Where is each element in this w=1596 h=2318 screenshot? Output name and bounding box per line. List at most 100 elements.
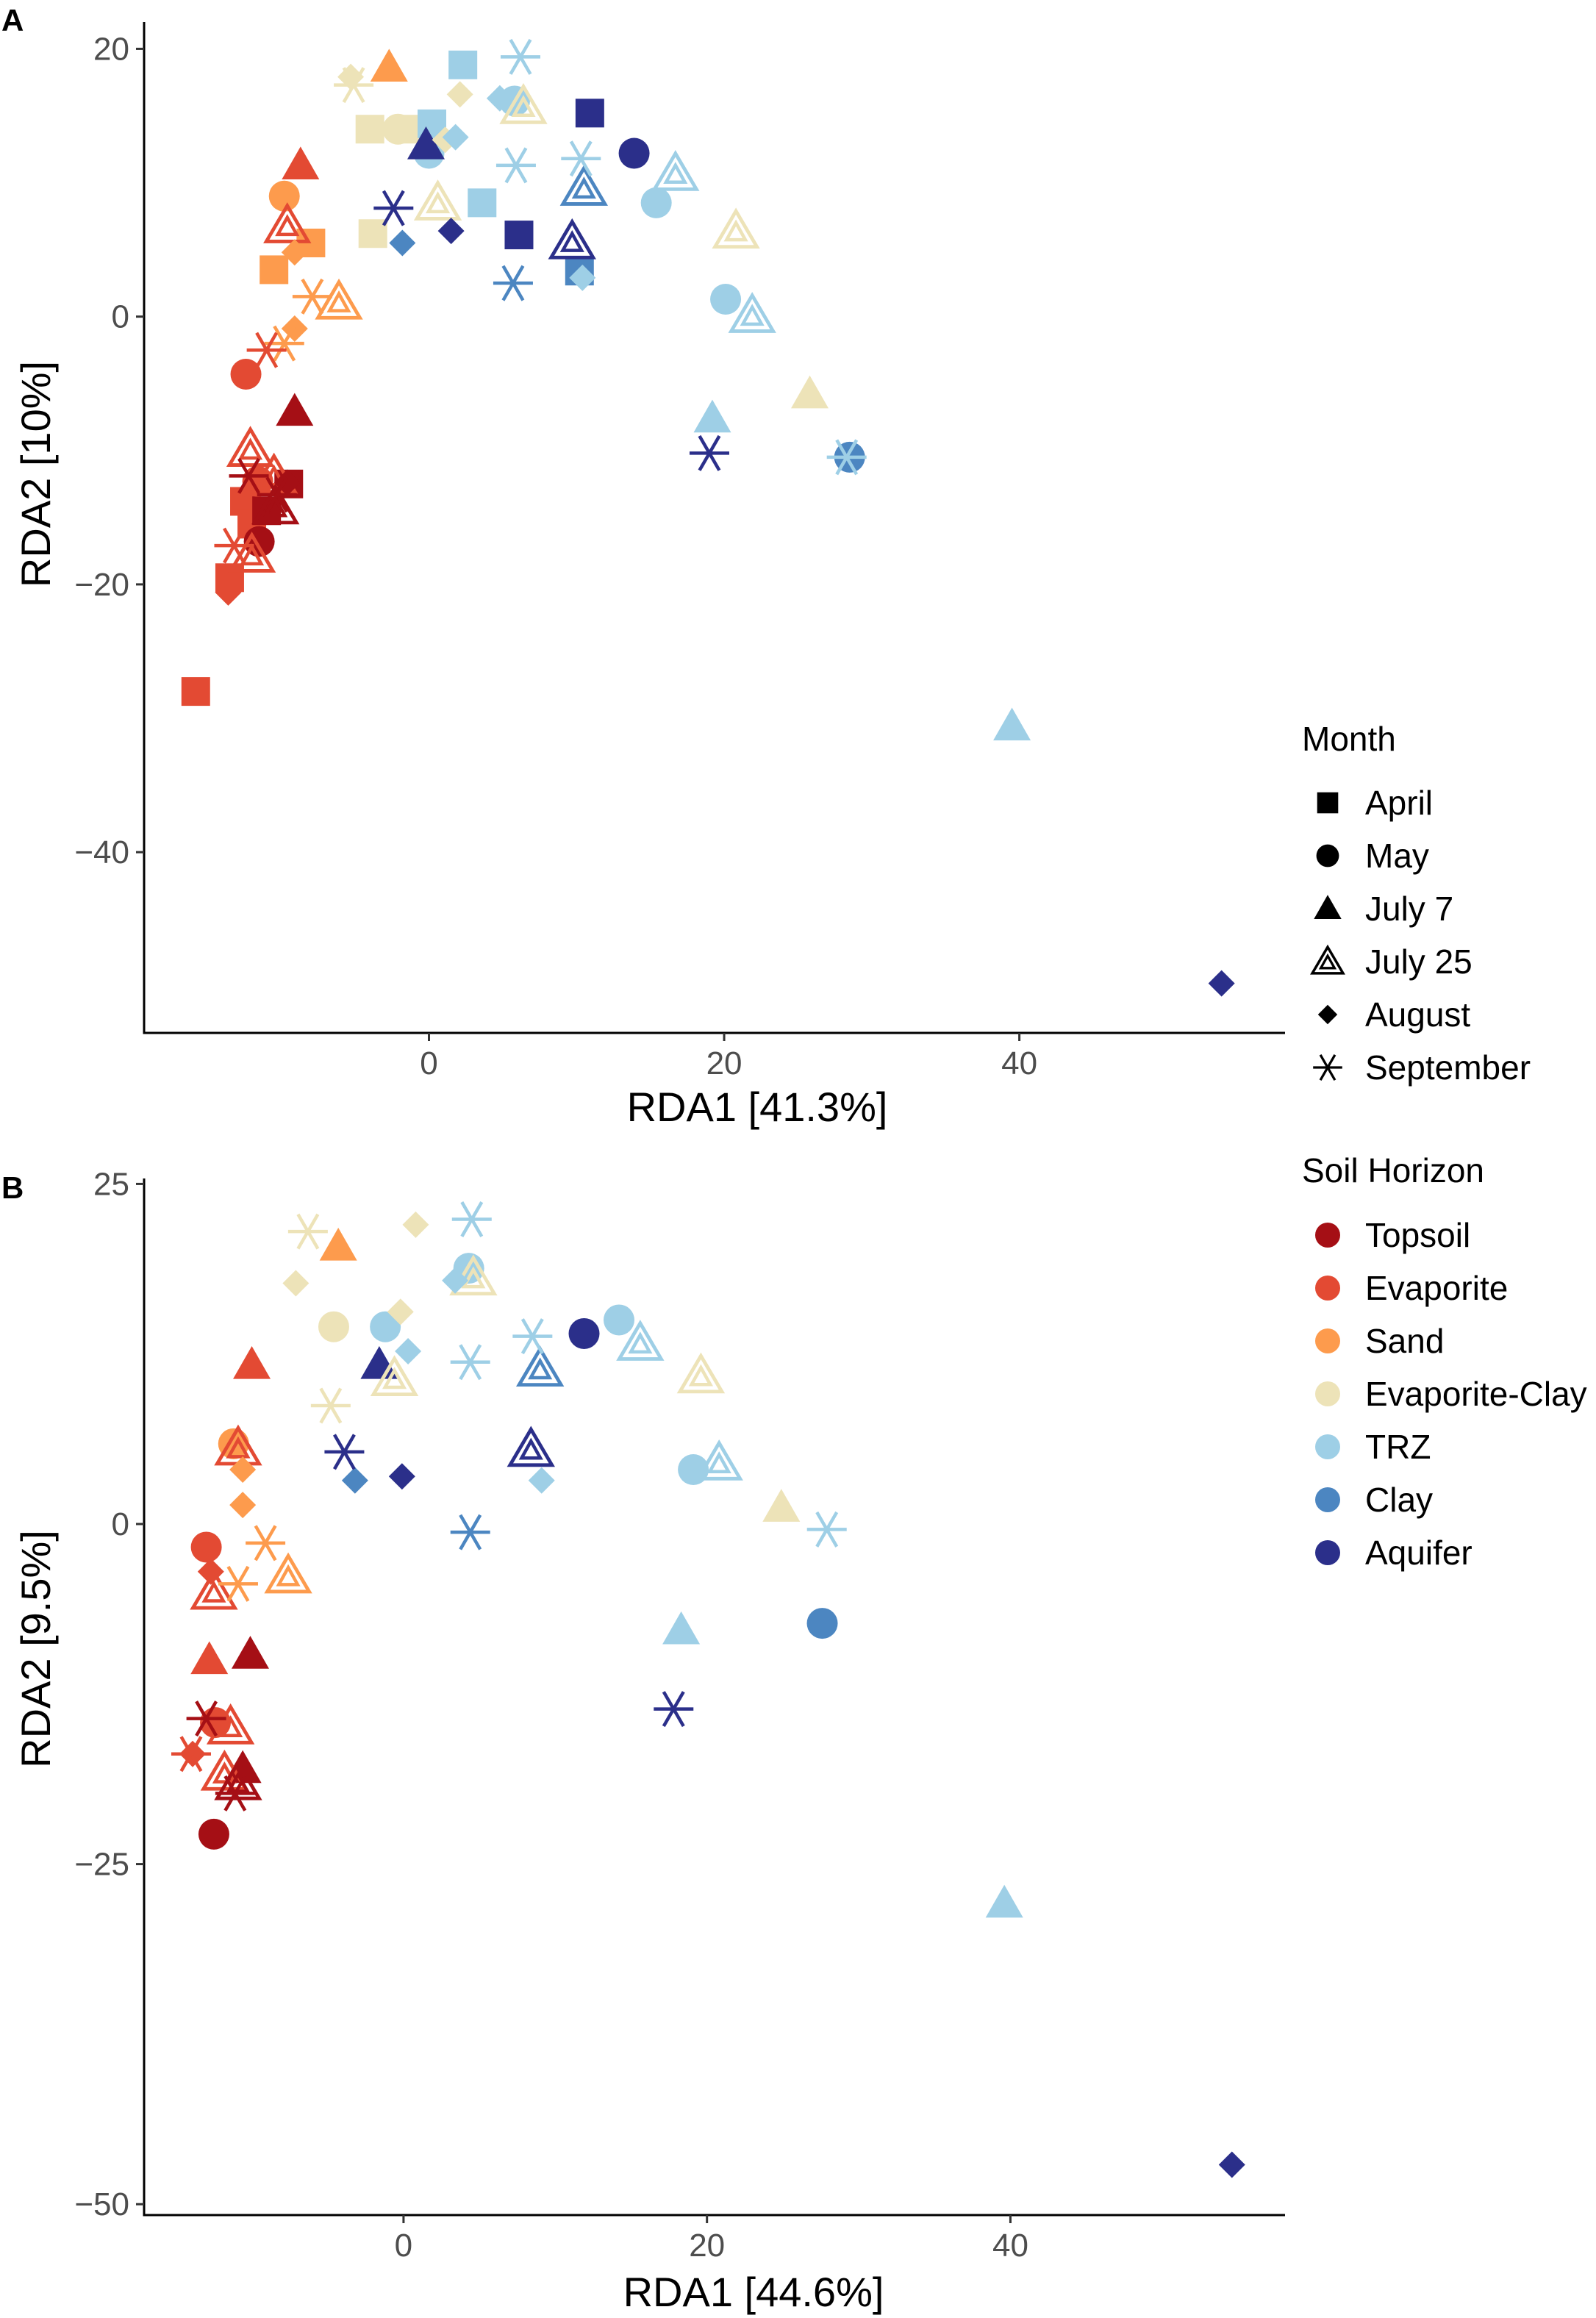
soil-horizon-legend-item-evaporite: Evaporite <box>1315 1269 1508 1307</box>
y-tick-label: −50 <box>74 2186 129 2222</box>
data-point-august-evaporite-clay <box>446 81 473 108</box>
data-point-august-evaporite-clay <box>402 1211 429 1238</box>
data-point-april-aquifer <box>504 221 534 250</box>
month-legend-item-april: April <box>1317 784 1433 822</box>
data-point-july-25-evaporite <box>206 1703 255 1745</box>
data-point-april-evaporite <box>181 677 210 707</box>
data-point-april-sand <box>260 255 289 285</box>
data-point-september-trz <box>500 38 540 75</box>
data-point-july-25-evaporite <box>263 202 312 243</box>
month-legend-item-july-25: July 25 <box>1310 942 1472 981</box>
month-legend-label: July 25 <box>1365 942 1472 981</box>
data-point-september-sand <box>246 1525 286 1562</box>
data-point-september-sand <box>218 1565 258 1602</box>
month-key-triangle-icon <box>1314 895 1342 920</box>
horizon-swatch-circle-icon <box>1315 1540 1340 1565</box>
data-point-september-trz <box>826 439 867 476</box>
data-points <box>181 38 1235 997</box>
data-point-july-7-topsoil <box>231 1636 269 1669</box>
x-axis-title: RDA1 [41.3%] <box>627 1084 888 1130</box>
month-legend-label: April <box>1365 784 1433 822</box>
horizon-swatch-circle-icon <box>1315 1276 1340 1301</box>
data-point-september-trz <box>512 1318 553 1355</box>
data-point-september-trz <box>495 147 536 184</box>
soil-horizon-legend-title: Soil Horizon <box>1302 1151 1484 1190</box>
month-legend-item-may: May <box>1316 837 1429 875</box>
data-point-may-evaporite-clay <box>318 1311 349 1342</box>
data-point-april-evaporite-clay <box>355 115 384 144</box>
data-point-may-evaporite <box>230 358 262 390</box>
data-point-august-evaporite-clay <box>282 1270 309 1297</box>
data-point-september-evaporite-clay <box>334 67 374 104</box>
month-legend-label: May <box>1365 837 1429 875</box>
data-point-july-25-evaporite-clay <box>676 1352 726 1394</box>
data-point-july-7-topsoil <box>223 1750 262 1784</box>
soil-horizon-legend-item-clay: Clay <box>1315 1481 1433 1519</box>
month-legend-label: July 7 <box>1365 890 1453 928</box>
data-point-july-25-trz <box>728 292 776 333</box>
x-tick-label: 0 <box>420 1045 437 1081</box>
data-point-july-25-trz <box>651 150 700 191</box>
data-point-july-25-evaporite-clay <box>499 82 548 124</box>
data-point-may-trz <box>603 1304 634 1336</box>
data-point-july-25-trz <box>616 1320 665 1361</box>
data-point-august-aquifer <box>437 218 465 245</box>
data-points <box>171 1201 1245 2178</box>
data-point-july-25-evaporite-clay <box>370 1355 419 1397</box>
data-point-july-25-aquifer <box>507 1426 555 1467</box>
data-point-july-25-sand <box>264 1552 312 1594</box>
data-point-september-evaporite <box>214 527 254 564</box>
data-point-may-trz <box>640 187 672 218</box>
data-point-august-sand <box>229 1492 257 1519</box>
data-point-july-25-clay <box>515 1345 565 1387</box>
data-point-september-topsoil <box>215 1775 255 1811</box>
soil-horizon-legend-label: Evaporite-Clay <box>1365 1375 1587 1413</box>
data-point-august-sand <box>281 239 308 266</box>
data-point-july-7-sand <box>370 49 408 82</box>
data-point-april-evaporite-clay <box>358 219 387 248</box>
data-point-september-clay <box>450 1514 490 1550</box>
month-key-triangle-open-icon <box>1310 944 1345 975</box>
data-point-july-25-aquifer <box>548 218 596 260</box>
data-point-may-aquifer <box>618 137 650 169</box>
soil-horizon-legend-label: TRZ <box>1365 1428 1431 1466</box>
data-point-september-trz <box>451 1201 492 1238</box>
y-tick-label: 25 <box>93 1166 129 1202</box>
data-point-august-trz <box>395 1338 422 1364</box>
y-tick-label: 20 <box>93 31 129 67</box>
month-legend-item-july-7: July 7 <box>1314 890 1453 928</box>
data-point-august-evaporite-clay <box>387 1298 414 1326</box>
x-tick-label: 40 <box>992 2228 1028 2264</box>
soil-horizon-legend-label: Topsoil <box>1365 1216 1470 1254</box>
data-point-august-evaporite <box>197 1558 224 1585</box>
data-point-september-trz <box>561 140 601 177</box>
data-point-august-aquifer <box>1218 2151 1245 2178</box>
x-tick-label: 20 <box>689 2228 725 2264</box>
data-point-july-7-trz <box>693 399 731 433</box>
soil-horizon-legend: Soil Horizon Topsoil Evaporite Sand Evaporit… <box>1302 1151 1587 1572</box>
data-point-august-trz <box>569 264 596 291</box>
data-point-september-trz <box>450 1344 490 1381</box>
y-tick-label: −40 <box>74 834 129 870</box>
horizon-swatch-circle-icon <box>1315 1328 1340 1353</box>
data-point-september-aquifer <box>373 190 414 226</box>
y-tick-label: 0 <box>112 299 129 335</box>
data-point-september-clay <box>493 265 533 301</box>
data-point-july-7-trz <box>985 1884 1023 1918</box>
data-point-september-topsoil <box>186 1700 226 1737</box>
data-point-may-clay <box>806 1608 838 1639</box>
y-axis-title: RDA2 [9.5%] <box>12 1530 59 1768</box>
data-point-may-trz <box>710 283 742 315</box>
y-tick-label: −25 <box>74 1847 129 1883</box>
data-point-september-trz <box>806 1511 847 1548</box>
data-point-april-trz <box>468 188 497 218</box>
x-axis-title: RDA1 [44.6%] <box>623 2269 884 2315</box>
data-point-september-aquifer <box>654 1691 694 1728</box>
data-point-july-7-evaporite <box>233 1346 271 1379</box>
month-legend-label: September <box>1365 1048 1531 1087</box>
data-point-september-sand <box>292 278 332 315</box>
horizon-swatch-circle-icon <box>1315 1223 1340 1248</box>
panel-label-b: B <box>1 1170 24 1205</box>
data-point-july-25-evaporite <box>227 532 276 573</box>
